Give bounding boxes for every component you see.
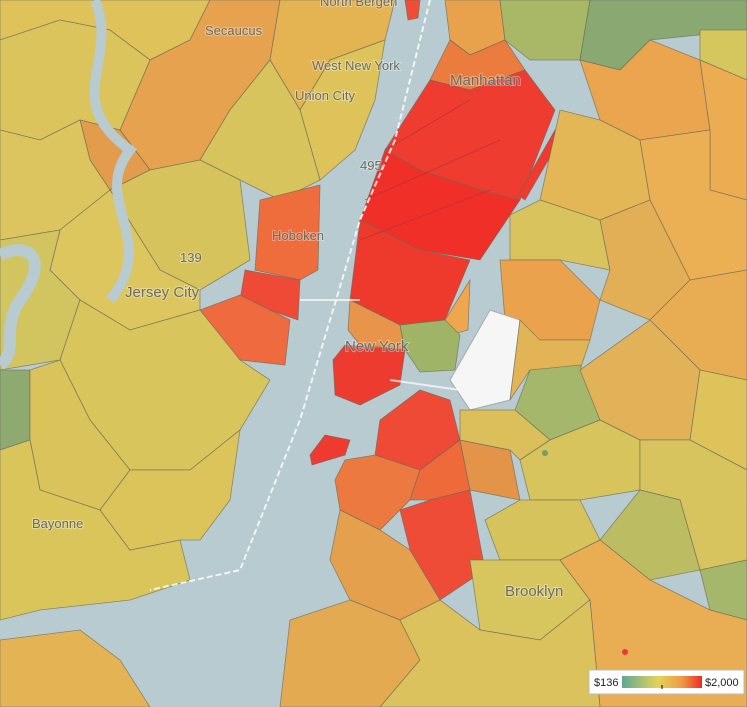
place-label: North Bergen	[320, 0, 397, 9]
region	[0, 629, 151, 707]
region	[239, 269, 301, 321]
place-label: Secaucus	[205, 23, 263, 38]
place-label: West New York	[312, 58, 400, 73]
river	[89, 0, 138, 304]
region	[0, 369, 31, 451]
legend-max: $2,000	[705, 677, 739, 689]
region	[99, 429, 241, 551]
borders	[359, 99, 501, 241]
place-label: New York	[345, 338, 409, 355]
legend-min: $136	[594, 677, 618, 689]
region	[404, 0, 421, 21]
region	[699, 559, 747, 621]
region	[334, 454, 421, 531]
place-label: Brooklyn	[505, 583, 563, 600]
road	[149, 0, 431, 591]
river	[0, 244, 41, 370]
region	[254, 184, 321, 281]
place-label: Manhattan	[450, 72, 521, 89]
route-label: 139	[180, 250, 202, 265]
route-label: 495	[360, 158, 382, 173]
place-label: Bayonne	[32, 516, 83, 531]
marker	[622, 649, 628, 655]
region	[379, 599, 601, 707]
marker	[542, 450, 548, 456]
region	[699, 29, 747, 81]
new-jersey	[0, 0, 396, 707]
region	[449, 309, 521, 411]
place-label: Union City	[295, 88, 355, 103]
region	[332, 344, 406, 406]
place-label: Jersey City	[125, 284, 200, 301]
brooklyn-queens	[279, 0, 747, 707]
region	[499, 0, 591, 61]
region	[347, 299, 406, 351]
place-label: Hoboken	[272, 228, 324, 243]
road	[300, 299, 461, 391]
region	[309, 434, 351, 466]
legend-gradient	[622, 676, 702, 688]
legend: $136 $2,000	[588, 669, 745, 695]
manhattan	[309, 0, 561, 466]
